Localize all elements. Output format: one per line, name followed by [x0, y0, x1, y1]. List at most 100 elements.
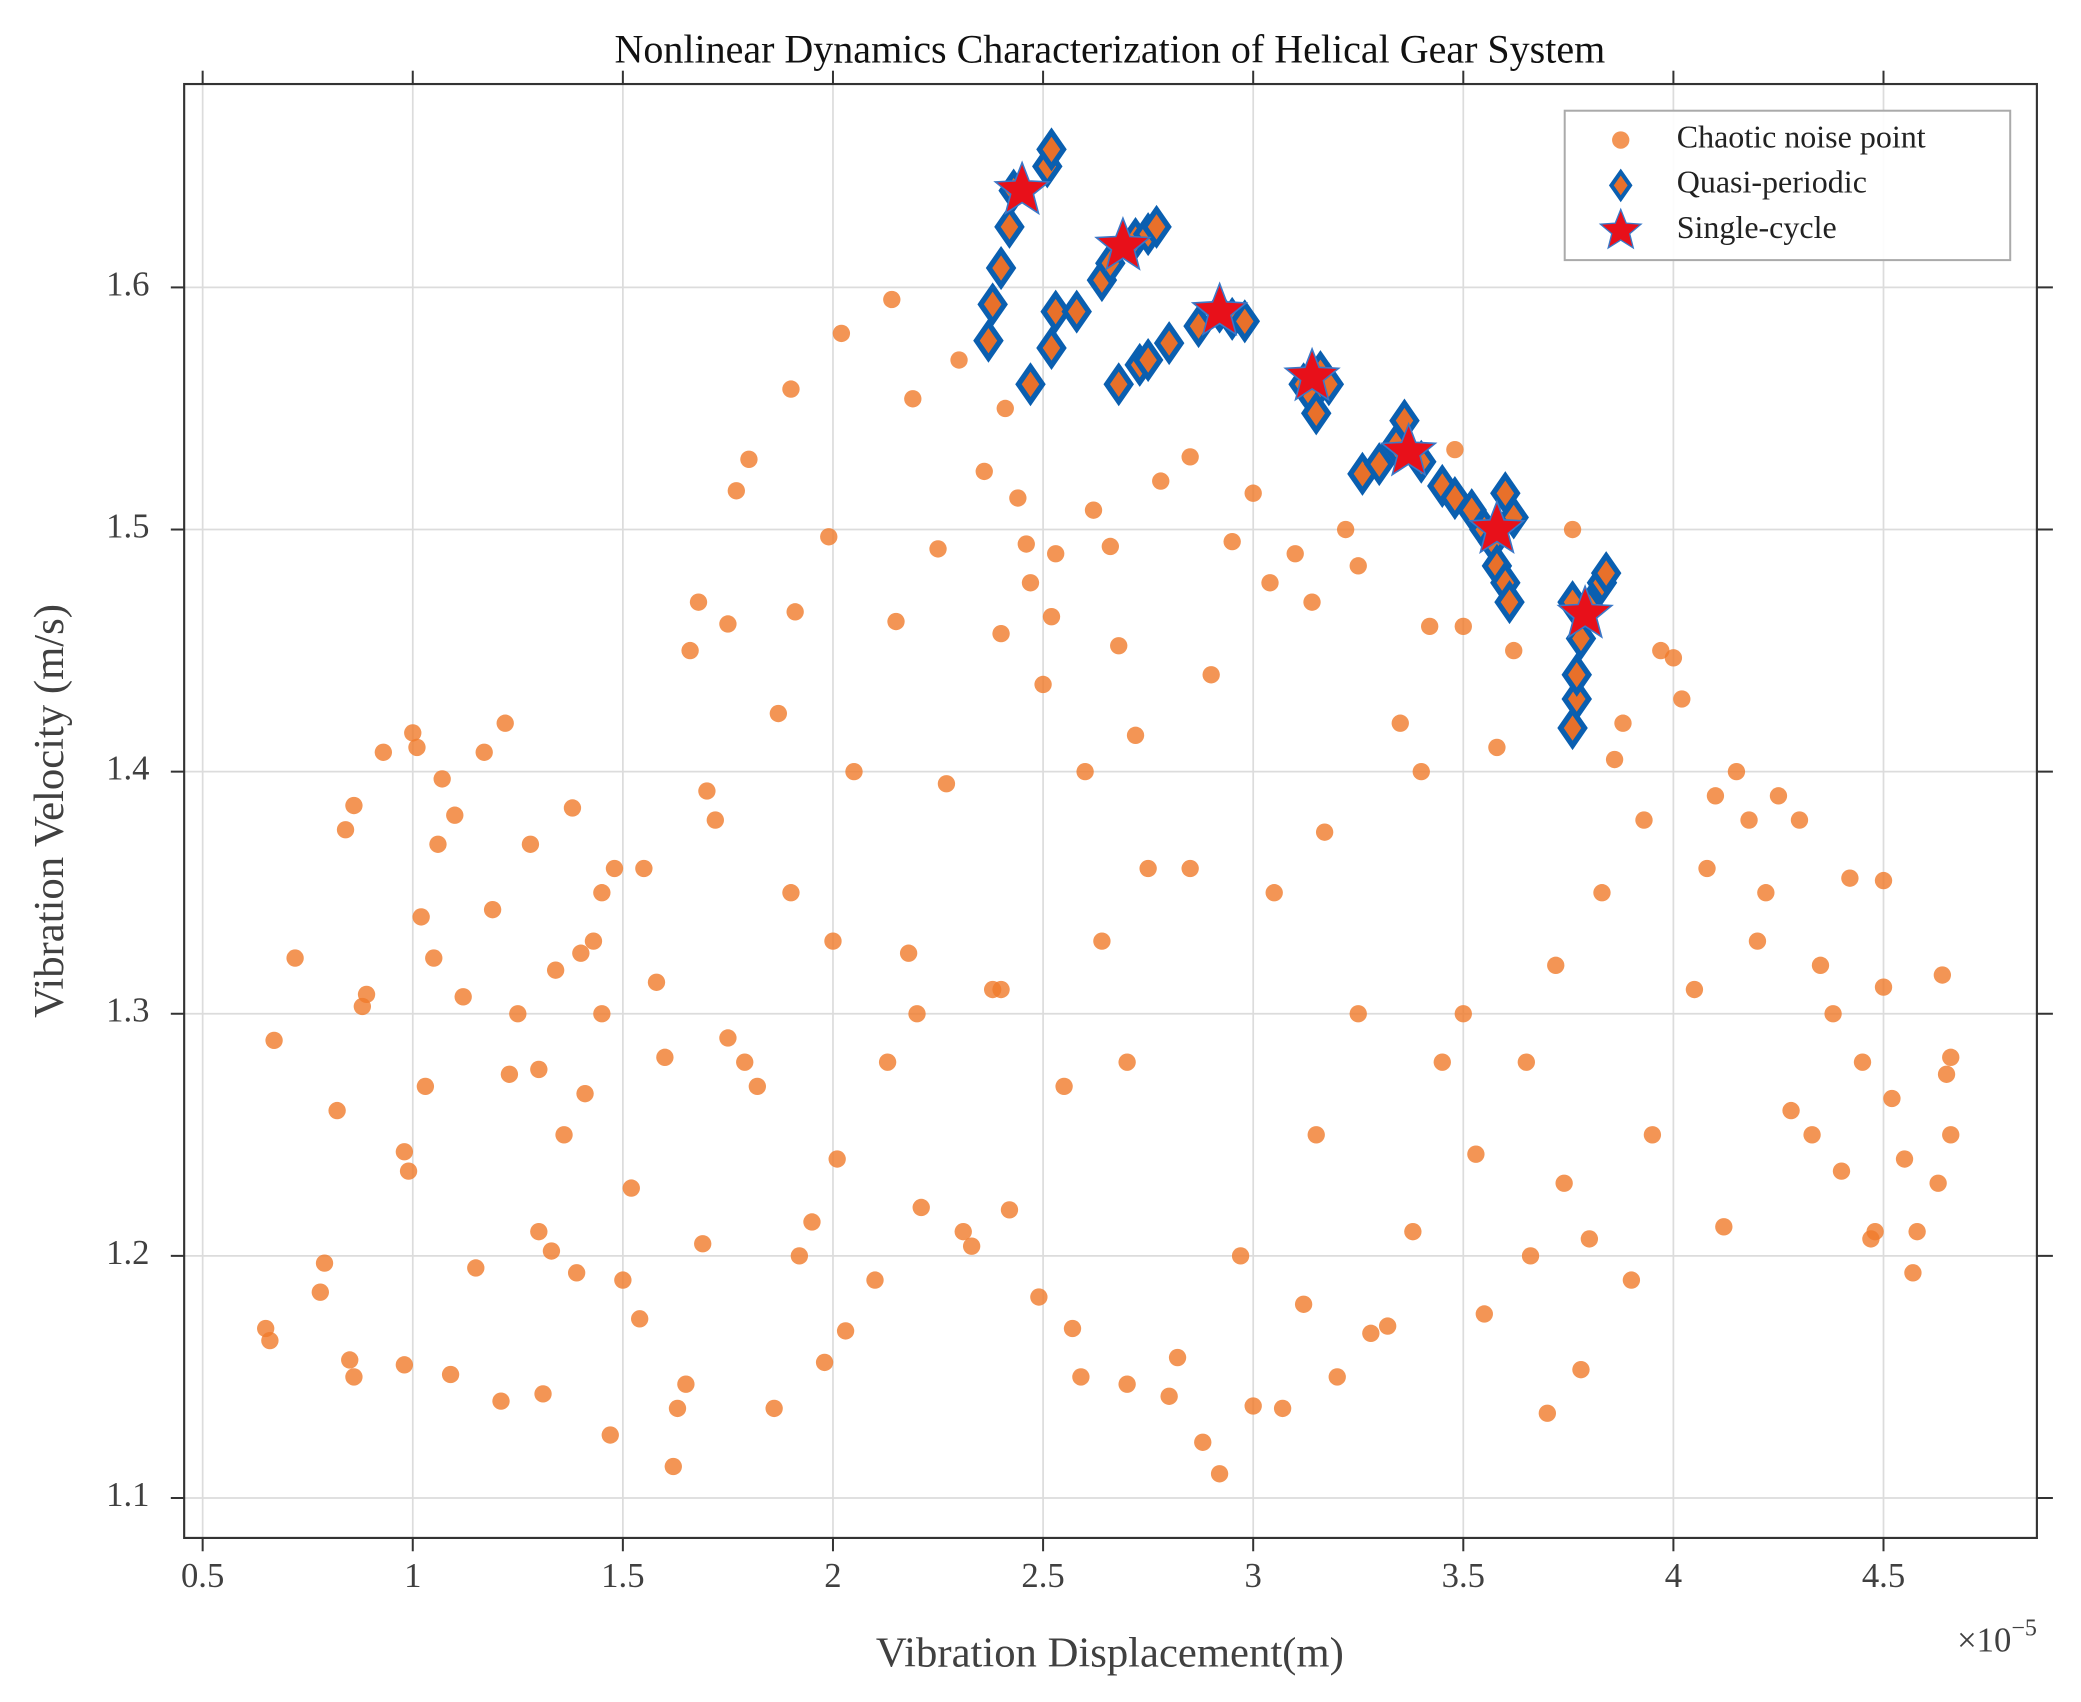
- chaotic-point: [748, 1077, 767, 1096]
- chaotic-point: [878, 1053, 897, 1071]
- x-tick-label: 3: [1245, 1556, 1262, 1595]
- chaotic-point: [341, 1351, 359, 1369]
- chaotic-point: [887, 612, 905, 631]
- chaotic-point: [395, 1143, 414, 1161]
- chaotic-point: [1706, 787, 1725, 805]
- chaotic-point: [992, 624, 1010, 643]
- quasi-periodic-point: [994, 204, 1025, 249]
- chaotic-point: [1874, 978, 1893, 996]
- x-tick-label: 4.5: [1862, 1556, 1905, 1595]
- chaotic-point: [425, 949, 443, 967]
- chaotic-point: [1126, 726, 1145, 744]
- chaotic-point: [1168, 1348, 1187, 1367]
- quasi-periodic-point: [1229, 299, 1261, 344]
- chaotic-point: [261, 1331, 279, 1350]
- chaotic-point: [1261, 574, 1279, 592]
- chaotic-point: [1572, 1360, 1590, 1379]
- chaotic-point: [1181, 859, 1199, 878]
- chaotic-point: [555, 1126, 573, 1144]
- chaotic-point: [584, 932, 603, 950]
- chaotic-point: [1084, 501, 1103, 519]
- chart-title: Nonlinear Dynamics Characterization of H…: [614, 27, 1605, 72]
- chaotic-point: [1942, 1048, 1960, 1067]
- chaotic-point: [1517, 1053, 1535, 1071]
- legend-label: Quasi-periodic: [1677, 164, 1867, 200]
- chaotic-point: [719, 1029, 737, 1047]
- chaotic-point: [1210, 1465, 1229, 1483]
- chaotic-point: [1307, 1126, 1325, 1144]
- chaotic-point: [496, 714, 514, 732]
- chaotic-point: [433, 770, 451, 788]
- chaotic-point: [727, 482, 745, 500]
- chaotic-point: [1072, 1368, 1090, 1386]
- chaotic-point: [1110, 637, 1128, 655]
- single-cycle-point: [1283, 346, 1341, 402]
- chaotic-point: [1748, 932, 1767, 950]
- chaotic-point: [1202, 666, 1220, 684]
- chaotic-point: [929, 540, 947, 558]
- chaotic-point: [441, 1365, 460, 1384]
- chaotic-point: [1563, 520, 1582, 539]
- chaotic-point: [1118, 1375, 1136, 1393]
- chaotic-point: [1832, 1162, 1851, 1180]
- chaotic-point: [647, 973, 666, 991]
- chaotic-point: [1883, 1089, 1901, 1108]
- legend-label: Single-cycle: [1677, 209, 1837, 245]
- chaotic-point: [374, 743, 393, 761]
- chaotic-point: [605, 859, 624, 878]
- chaotic-point: [1244, 484, 1262, 502]
- quasi-periodic-point: [1300, 391, 1332, 436]
- single-cycle-point: [1379, 421, 1438, 477]
- plot-frame: [183, 82, 2038, 1540]
- chaotic-point: [765, 1399, 783, 1418]
- chaotic-point: [1475, 1305, 1493, 1323]
- x-axis-label: Vibration Displacement(m): [876, 1629, 1344, 1676]
- single-cycle-point: [993, 160, 1051, 216]
- quasi-periodic-point: [1036, 325, 1067, 370]
- chaotic-point: [782, 380, 800, 398]
- quasi-periodic-point: [1557, 706, 1588, 751]
- chaotic-point: [1803, 1126, 1821, 1144]
- chaotic-point: [1391, 714, 1409, 732]
- chaotic-point: [265, 1031, 283, 1050]
- legend-symbol: [1598, 207, 1643, 250]
- chaotic-point: [656, 1048, 674, 1067]
- chaotic-point: [1286, 545, 1304, 563]
- chaotic-point: [1000, 1201, 1019, 1219]
- chaotic-point: [975, 462, 993, 481]
- quasi-periodic-point: [1141, 204, 1172, 249]
- chaotic-point: [1315, 823, 1334, 841]
- y-tick-label: 1.1: [106, 1475, 149, 1514]
- x-offset-label: ×10−5: [1957, 1615, 2037, 1659]
- chaotic-point: [962, 1237, 981, 1255]
- single-cycle-point: [1468, 499, 1526, 555]
- chaotic-point: [446, 806, 464, 824]
- chaotic-point: [601, 1426, 619, 1444]
- y-tick-label: 1.5: [106, 506, 149, 545]
- quasi-periodic-point: [977, 282, 1008, 327]
- chaotic-point: [1538, 1404, 1557, 1422]
- chaotic-point: [572, 944, 590, 962]
- x-tick-label: 2.5: [1021, 1556, 1064, 1595]
- chaotic-point: [1853, 1053, 1872, 1071]
- chaotic-point: [521, 835, 540, 853]
- quasi-periodic-point: [1364, 442, 1395, 487]
- x-tick-label: 1: [404, 1556, 421, 1595]
- y-tick-label: 1.4: [106, 749, 149, 788]
- chaotic-point: [576, 1084, 594, 1103]
- chaotic-point: [790, 1247, 809, 1265]
- chaotic-point: [899, 944, 918, 962]
- chaotic-point: [1664, 649, 1683, 667]
- chaotic-point: [315, 1254, 334, 1272]
- chaotic-point: [345, 1368, 363, 1386]
- quasi-periodic-point: [985, 246, 1017, 291]
- chaotic-point: [820, 528, 838, 546]
- chaotic-point: [593, 1005, 611, 1023]
- chaotic-point: [1895, 1150, 1914, 1168]
- chaotic-point: [1635, 811, 1653, 829]
- quasi-periodic-point: [1561, 676, 1593, 722]
- legend-label: Chaotic noise point: [1677, 118, 1926, 154]
- chaotic-point: [937, 775, 956, 793]
- single-cycle-point: [1094, 216, 1152, 271]
- chaotic-point: [1505, 641, 1523, 660]
